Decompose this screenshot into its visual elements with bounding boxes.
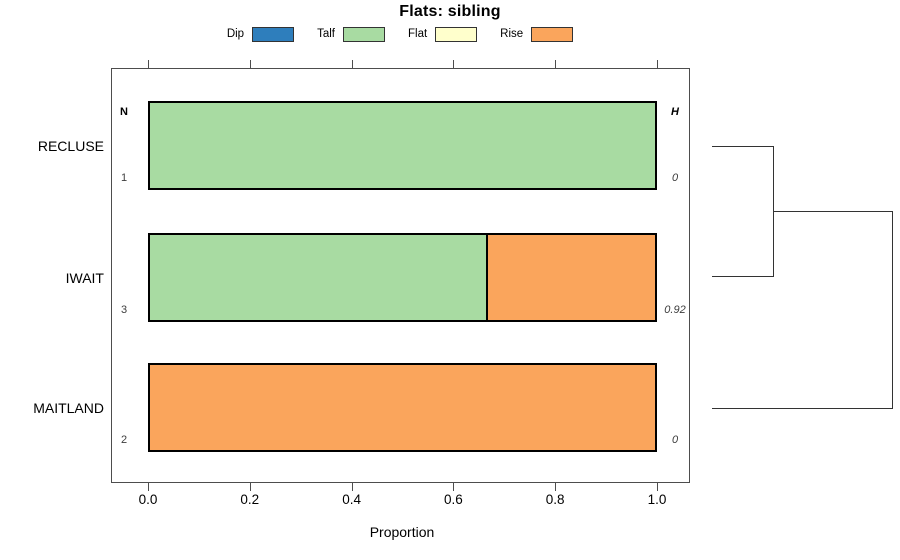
x-tick-bottom [148,483,149,491]
x-tick-bottom [249,483,251,491]
h-value-maitland: 0 [671,434,679,446]
x-tick-label: 0.6 [444,492,463,507]
legend-item-flat: Flat [407,26,478,42]
legend-swatch-flat [435,26,478,42]
n-value-recluse: 1 [120,172,128,184]
h-value-iwait: 0.92 [664,304,686,316]
dendrogram-line [712,276,774,277]
x-tick-label: 0.2 [240,492,260,507]
chart-title: Flats: sibling [399,3,501,20]
bar-row-iwait [148,233,657,322]
bar-segment-talf [150,235,486,320]
bar-segment-rise [150,365,655,450]
x-tick-label: 0.4 [342,492,361,507]
dendrogram-line [892,211,893,409]
bar-segment-rise [485,235,655,320]
legend-item-talf: Talf [317,26,385,42]
bar-row-maitland [148,363,657,452]
legend-swatch-dip [252,26,295,42]
plot-area [111,68,690,483]
x-tick-top [555,60,557,68]
x-tick-bottom [351,483,353,491]
y-label-recluse: RECLUSE [37,137,104,154]
legend-item-label: Flat [407,28,428,40]
legend-item-label: Dip [226,28,245,40]
legend-item-rise: Rise [500,26,574,42]
h-column-header: H [671,106,679,118]
bar-segment-talf [150,103,655,188]
dendrogram-line [712,146,774,147]
dendrogram-line [712,408,893,409]
n-value-maitland: 2 [120,434,128,446]
bar-row-recluse [148,101,657,190]
x-tick-label: 1.0 [647,492,667,507]
legend-swatch-talf [342,26,385,42]
x-tick-bottom [555,483,557,491]
legend-item-dip: Dip [226,26,295,42]
x-tick-top [249,60,251,68]
n-value-iwait: 3 [120,304,128,316]
x-tick-top [657,60,658,68]
legend-item-label: Rise [500,28,524,40]
x-tick-top [351,60,353,68]
x-tick-top [148,60,149,68]
x-axis-label: Proportion [369,524,435,540]
x-tick-bottom [453,483,455,491]
x-tick-label: 0.0 [138,492,158,507]
y-label-maitland: MAITLAND [33,399,104,416]
legend-item-label: Talf [317,28,335,40]
dendrogram-line [773,211,893,212]
y-label-iwait: IWAIT [65,269,104,286]
x-tick-bottom [657,483,658,491]
legend: Dip Talf Flat Rise [0,25,800,43]
n-column-header: N [120,106,128,118]
x-tick-top [453,60,455,68]
h-value-recluse: 0 [671,172,679,184]
x-tick-label: 0.8 [545,492,565,507]
legend-swatch-rise [531,26,574,42]
